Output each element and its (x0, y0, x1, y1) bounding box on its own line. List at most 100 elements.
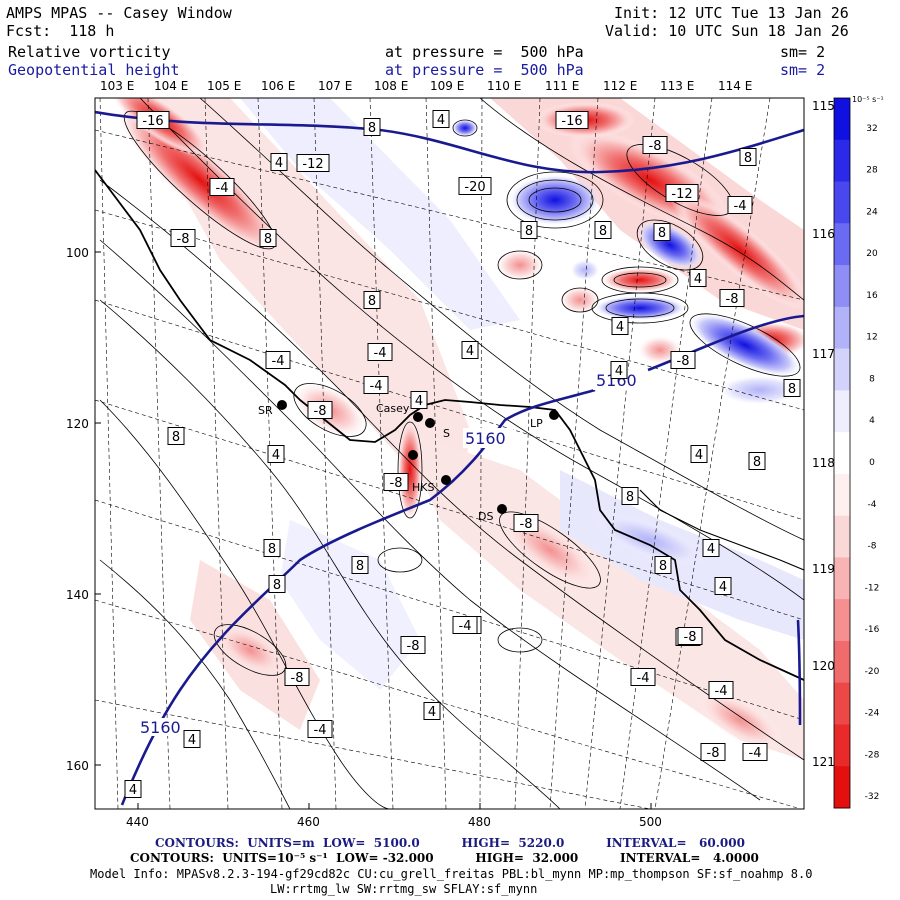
vorticity-label-text: -8 (520, 517, 533, 532)
vorticity-label-text: 4 (188, 733, 196, 748)
red-core (213, 623, 287, 677)
colorbar-tick-label: 8 (869, 374, 875, 384)
vorticity-label: 8 (263, 539, 281, 557)
vorticity-label: 8 (363, 118, 381, 136)
vorticity-label: -20 (458, 177, 492, 195)
station-hks-marker[interactable] (441, 475, 451, 485)
lon-label: 106 E (261, 79, 295, 93)
vorticity-label: 4 (270, 153, 288, 171)
lon-label: 104 E (154, 79, 188, 93)
longitude-line (584, 98, 656, 809)
height-contour (647, 314, 804, 372)
vorticity-label-text: 4 (275, 156, 283, 171)
colorbar-tick-label: 32 (866, 124, 877, 134)
colorbar-swatch (834, 473, 850, 517)
vorticity-label: -4 (367, 343, 393, 361)
vorticity-label-text: -4 (749, 746, 762, 761)
colorbar-swatch (834, 181, 850, 224)
blue-core (593, 513, 707, 567)
field1-level: at pressure = 500 hPa (385, 43, 584, 61)
vorticity-label: 4 (702, 539, 720, 557)
vorticity-contour (139, 98, 804, 601)
vorticity-label: -8 (642, 136, 668, 154)
vorticity-label-text: 4 (415, 394, 423, 409)
vorticity-label: 8 (594, 221, 612, 239)
vorticity-label: 8 (783, 379, 801, 397)
vorticity-contour (497, 627, 543, 653)
lon-label: 113 E (660, 79, 694, 93)
lon-label: 108 E (374, 79, 408, 93)
station-casey-marker[interactable] (413, 412, 423, 422)
vorticity-label-text: -8 (407, 639, 420, 654)
colorbar-tick-label: -32 (865, 792, 880, 802)
vorticity-contour (506, 171, 604, 229)
vorticity-contour (293, 383, 367, 437)
height-contour (796, 619, 802, 726)
y-tick-label: 160 (66, 759, 89, 773)
x-tick-label: 460 (297, 815, 320, 829)
vorticity-label: 8 (653, 223, 671, 241)
vorticity-label-text: 8 (658, 226, 666, 241)
colorbar-tick-label: -16 (865, 625, 880, 635)
vorticity-label: -8 (284, 668, 310, 686)
station-s-label: S (443, 427, 450, 440)
physics-info: LW:rrtmg_lw SW:rrtmg_sw SFLAY:sf_mynn (270, 882, 538, 896)
vorticity-label: 4 (611, 317, 629, 335)
vorticity-label: 4 (124, 780, 142, 798)
vorticity-label-text: -12 (671, 187, 692, 202)
colorbar-swatch (834, 432, 850, 475)
station-ds-marker[interactable] (497, 504, 507, 514)
colorbar-tick-label: -20 (865, 667, 880, 677)
init-time: Init: 12 UTC Tue 13 Jan 26 (614, 4, 849, 22)
colorbar-swatch (834, 682, 850, 725)
field1-name: Relative vorticity (8, 43, 171, 61)
vorticity-label-text: 4 (616, 320, 624, 335)
lon-label: 107 E (318, 79, 352, 93)
red-core (669, 189, 804, 311)
x-tick-label: 440 (126, 815, 149, 829)
field2-smoothing: sm= 2 (780, 61, 826, 79)
lon-label: 112 E (603, 79, 637, 93)
vorticity-label-text: 8 (753, 455, 761, 470)
vorticity-label: 4 (690, 445, 708, 463)
vorticity-contour (99, 179, 804, 761)
longitude-line (654, 98, 771, 809)
station-lp-marker[interactable] (549, 410, 559, 420)
height-label: 5160 (465, 429, 506, 448)
colorbar-tick-label: -24 (865, 709, 880, 719)
lon-label: 105 E (207, 79, 241, 93)
vorticity-label-text: 4 (272, 448, 280, 463)
vorticity-contour (497, 250, 543, 280)
vorticity-label: 8 (748, 452, 766, 470)
pink-band (490, 98, 804, 330)
vorticity-contour (99, 559, 291, 809)
vorticity-label-text: 4 (694, 272, 702, 287)
colorbar-tick-label: -12 (865, 583, 880, 593)
colorbar-swatch (834, 724, 850, 767)
colorbar-swatch (834, 640, 850, 684)
colorbar-swatch (834, 515, 850, 558)
vorticity-label: 8 (167, 427, 185, 445)
map-frame (94, 97, 805, 810)
station-s-marker[interactable] (425, 418, 435, 428)
vorticity-label: -12 (665, 184, 699, 202)
colorbar: 32 28 24 20 16 12 8 4 0 -4 -8 -12 -16 -20 -24 -28 -32 (833, 97, 880, 809)
station-unnamed-marker[interactable] (408, 450, 418, 460)
station-sr-marker[interactable] (277, 400, 287, 410)
vorticity-label-text: 4 (428, 705, 436, 720)
vorticity-label: -8 (677, 627, 703, 645)
station-casey-label: Casey (376, 402, 410, 415)
vorticity-label-text: -8 (177, 232, 190, 247)
vorticity-contour (377, 547, 423, 573)
lat-lon-grid (95, 98, 804, 809)
x-tick-label: 500 (639, 815, 662, 829)
vorticity-label: -4 (265, 351, 291, 369)
latitude-line (95, 399, 804, 621)
vorticity-label-text: -8 (684, 630, 697, 645)
colorbar-tick-label: 20 (866, 249, 878, 259)
colorbar-swatch (834, 98, 850, 141)
red-core (116, 103, 284, 257)
red-core (602, 268, 678, 292)
latitude-line (95, 699, 651, 809)
